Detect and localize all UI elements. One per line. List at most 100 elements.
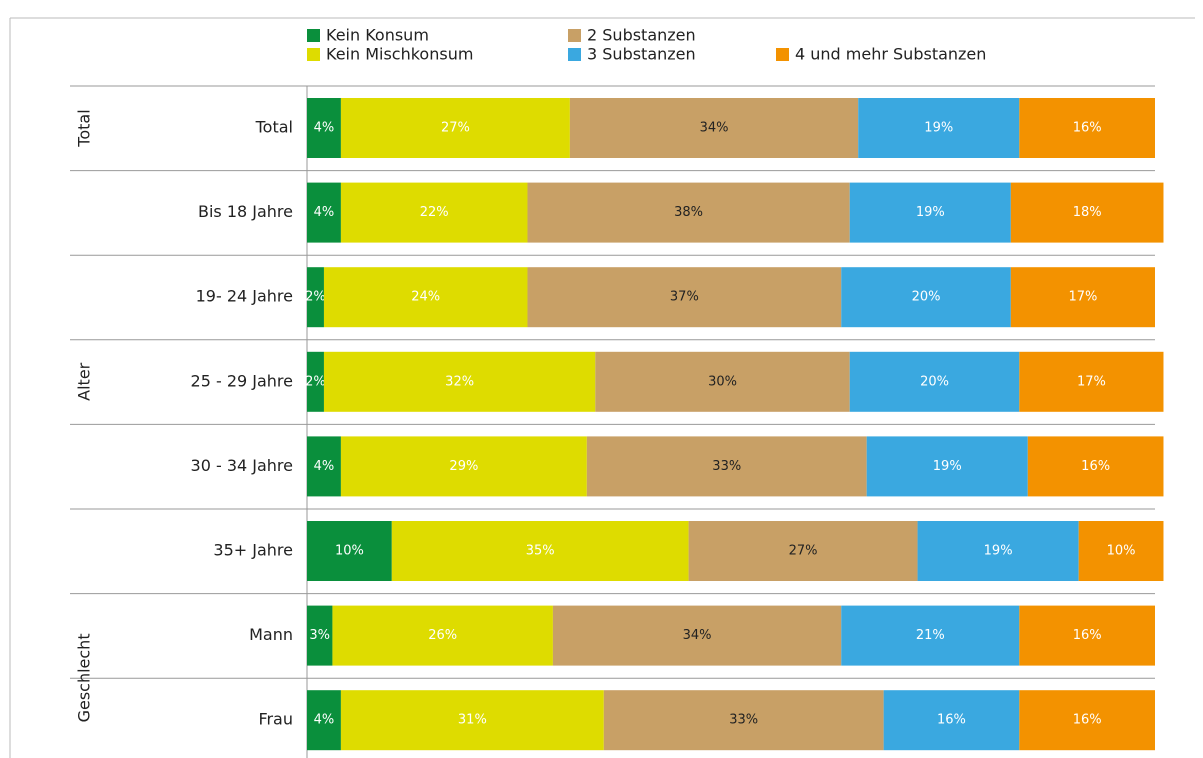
- group-label: Geschlecht: [75, 633, 94, 722]
- value-label: 16%: [1081, 459, 1110, 474]
- bar-segment: [1019, 98, 1155, 158]
- value-label: 33%: [712, 459, 741, 474]
- bar-segment: [1019, 690, 1155, 751]
- legend-swatch: [307, 48, 320, 61]
- group-label: Total: [75, 109, 94, 147]
- bar-segment: [323, 267, 528, 328]
- value-label: 32%: [445, 374, 474, 389]
- category-label: 25 - 29 Jahre: [191, 371, 293, 390]
- category-label: 30 - 34 Jahre: [191, 456, 293, 475]
- bar-segment: [858, 98, 1020, 158]
- category-label: Mann: [249, 625, 293, 644]
- legend-label: Kein Mischkonsum: [326, 45, 473, 64]
- value-label: 16%: [937, 713, 966, 728]
- bar-segment: [688, 521, 918, 581]
- value-label: 4%: [314, 713, 335, 728]
- value-label: 38%: [674, 205, 703, 220]
- bar-segment: [1010, 267, 1155, 328]
- value-label: 35%: [526, 544, 555, 559]
- category-label: Total: [255, 118, 293, 137]
- bar-segment: [552, 605, 842, 666]
- bar-segment: [1078, 521, 1164, 581]
- value-label: 19%: [984, 544, 1013, 559]
- legend-swatch: [307, 29, 320, 42]
- value-label: 4%: [314, 121, 335, 136]
- value-label: 20%: [912, 290, 941, 305]
- legend-swatch: [776, 48, 789, 61]
- bar-segment: [340, 436, 587, 497]
- value-label: 34%: [683, 628, 712, 643]
- value-label: 31%: [458, 713, 487, 728]
- value-label: 24%: [411, 290, 440, 305]
- bar-segment: [307, 690, 341, 751]
- value-label: 19%: [916, 205, 945, 220]
- bar-segment: [340, 98, 570, 158]
- legend-label: 4 und mehr Substanzen: [795, 45, 986, 64]
- value-label: 17%: [1077, 374, 1106, 389]
- value-label: 4%: [314, 459, 335, 474]
- bar-segment: [1019, 605, 1155, 666]
- group-label: Alter: [75, 362, 94, 401]
- bar-segment: [307, 436, 341, 497]
- bar-segment: [307, 267, 324, 328]
- legend-swatch: [568, 29, 581, 42]
- bar-segment: [849, 182, 1011, 243]
- value-label: 29%: [449, 459, 478, 474]
- legend-label: Kein Konsum: [326, 26, 429, 45]
- value-label: 33%: [729, 713, 758, 728]
- bar-segment: [527, 267, 842, 328]
- category-label: Frau: [258, 710, 293, 729]
- bar-segment: [917, 521, 1079, 581]
- bar-segment: [307, 605, 333, 666]
- bar-segment: [391, 521, 689, 581]
- bar-segment: [1019, 351, 1164, 412]
- bar-segment: [866, 436, 1028, 497]
- value-label: 30%: [708, 374, 737, 389]
- bar-segment: [307, 98, 341, 158]
- value-label: 2%: [305, 290, 326, 305]
- legend-swatch: [568, 48, 581, 61]
- bar-segment: [307, 182, 341, 243]
- value-label: 10%: [1107, 544, 1136, 559]
- bar-segment: [1027, 436, 1164, 497]
- category-label: 19- 24 Jahre: [196, 287, 293, 306]
- value-label: 16%: [1073, 628, 1102, 643]
- category-label: Bis 18 Jahre: [198, 202, 293, 221]
- legend-label: 3 Substanzen: [587, 45, 696, 64]
- value-label: 21%: [916, 628, 945, 643]
- value-label: 17%: [1068, 290, 1097, 305]
- bar-segment: [307, 351, 324, 412]
- value-label: 34%: [700, 121, 729, 136]
- legend-label: 2 Substanzen: [587, 26, 696, 45]
- bar-segment: [307, 521, 392, 581]
- bar-segment: [841, 267, 1011, 328]
- value-label: 2%: [305, 374, 326, 389]
- bar-segment: [527, 182, 850, 243]
- value-label: 19%: [924, 121, 953, 136]
- bar-segment: [340, 690, 604, 751]
- value-label: 16%: [1073, 713, 1102, 728]
- bar-segment: [883, 690, 1020, 751]
- value-label: 10%: [335, 544, 364, 559]
- value-label: 4%: [314, 205, 335, 220]
- bar-segment: [1010, 182, 1164, 243]
- bar-segment: [569, 98, 859, 158]
- value-label: 26%: [428, 628, 457, 643]
- bar-segment: [603, 690, 884, 751]
- bar-segment: [323, 351, 596, 412]
- value-label: 20%: [920, 374, 949, 389]
- value-label: 18%: [1073, 205, 1102, 220]
- value-label: 27%: [441, 121, 470, 136]
- value-label: 22%: [420, 205, 449, 220]
- bar-segment: [841, 605, 1020, 666]
- value-label: 19%: [933, 459, 962, 474]
- category-label: 35+ Jahre: [213, 541, 293, 560]
- bar-segment: [586, 436, 867, 497]
- bar-segment: [340, 182, 528, 243]
- value-label: 27%: [789, 544, 818, 559]
- bar-segment: [332, 605, 553, 666]
- value-label: 16%: [1073, 121, 1102, 136]
- bar-segment: [595, 351, 850, 412]
- value-label: 3%: [309, 628, 330, 643]
